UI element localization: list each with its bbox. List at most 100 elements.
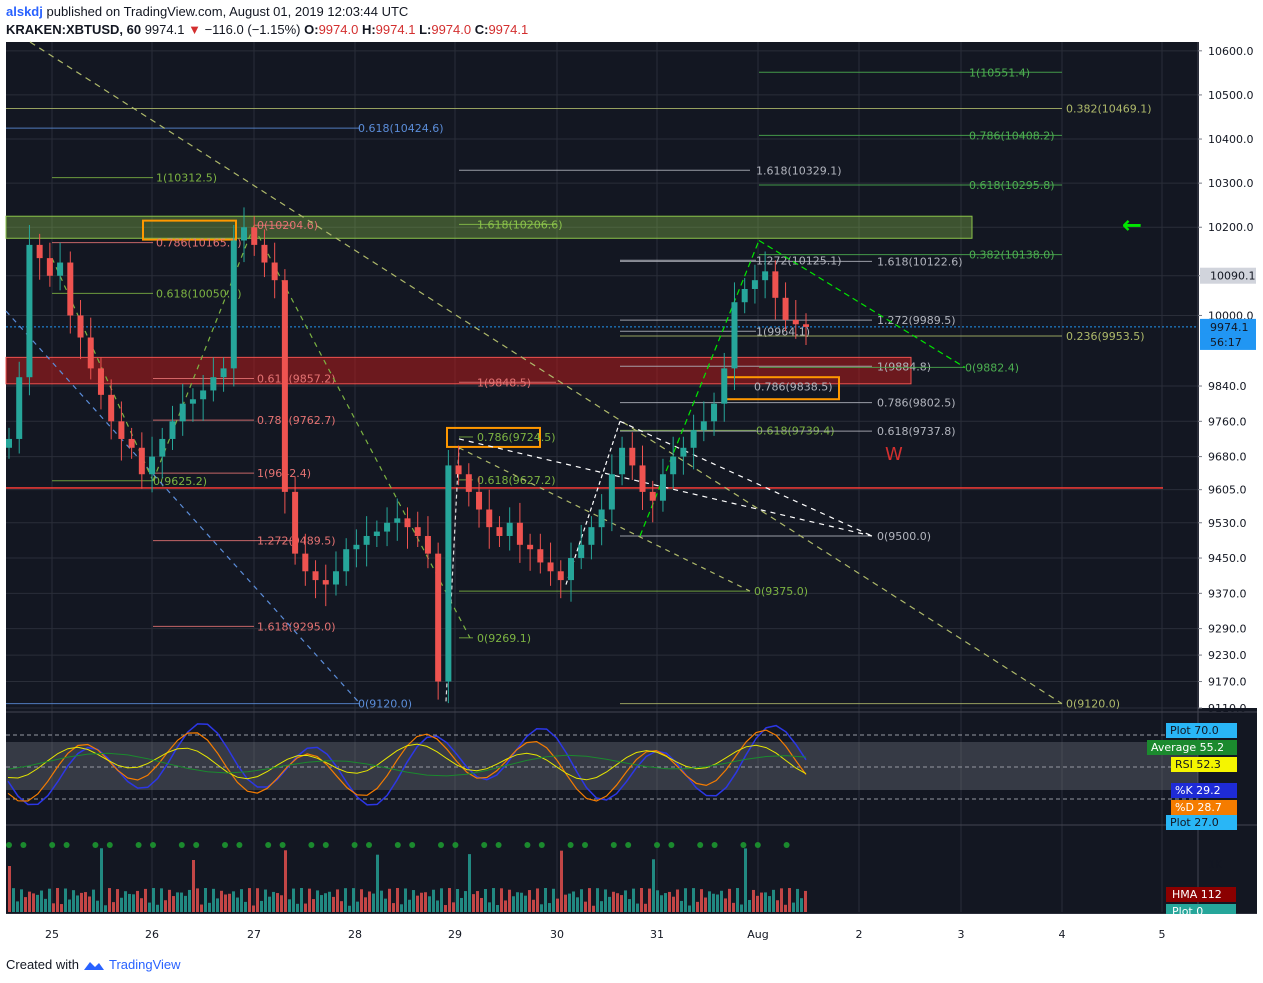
price-tick-label: 10300.0 xyxy=(1208,177,1254,190)
candle-body xyxy=(782,297,789,320)
signal-dot xyxy=(20,842,27,848)
candle-body xyxy=(547,562,554,572)
candle-body xyxy=(455,465,462,475)
signal-dot xyxy=(322,842,329,848)
osc-value-tag xyxy=(1171,800,1237,815)
candle-body xyxy=(619,447,626,475)
volume-bar xyxy=(176,892,179,912)
volume-bar xyxy=(768,896,771,912)
candle-body xyxy=(762,271,769,281)
volume-bar xyxy=(548,903,551,912)
candle-body xyxy=(731,302,738,369)
candle-body xyxy=(77,315,84,338)
volume-bar xyxy=(164,900,167,912)
volume-bar xyxy=(316,890,319,912)
volume-value-label: HMA 112 xyxy=(1172,888,1222,901)
volume-bar xyxy=(232,891,235,912)
time-tick-label: 5 xyxy=(1159,928,1166,941)
time-tick-label: Aug xyxy=(747,928,768,941)
fib-label: 0.786(9802.5) xyxy=(877,397,956,410)
volume-bar xyxy=(748,899,751,912)
candle-body xyxy=(527,544,534,550)
volume-bar xyxy=(204,888,207,912)
volume-bar xyxy=(28,891,31,912)
candle-body xyxy=(322,580,329,585)
signal-dot xyxy=(351,842,358,848)
volume-bar xyxy=(120,897,123,912)
time-axis-bg xyxy=(6,914,1198,946)
volume-bar xyxy=(248,888,251,912)
author-link[interactable]: alskdj xyxy=(6,4,43,19)
candle-body xyxy=(179,403,186,422)
footer: Created with TradingView xyxy=(6,957,181,972)
signal-dot xyxy=(567,842,574,848)
signal-dot xyxy=(49,842,56,848)
volume-bar xyxy=(572,891,575,912)
volume-bar xyxy=(492,888,495,912)
signal-dot xyxy=(236,842,243,848)
volume-bar xyxy=(96,900,99,912)
price-tick-label: 9680.0 xyxy=(1208,451,1247,464)
volume-bar xyxy=(352,888,355,912)
osc-value-tag xyxy=(1166,815,1237,830)
volume-bar xyxy=(440,888,443,912)
osc-band xyxy=(6,742,1198,790)
price-tick-label: 9110.0 xyxy=(1208,702,1247,715)
candle-body xyxy=(251,227,258,245)
volume-bar xyxy=(272,891,275,912)
price-marker xyxy=(1200,333,1256,350)
volume-bar xyxy=(292,888,295,912)
oscillator-pane[interactable]: Plot 70.0 Average 55.2 RSI 52.3 %K 29.2 %D 2… xyxy=(6,723,1237,830)
volume-bar xyxy=(212,888,215,912)
fib-label: 0(9120.0) xyxy=(358,698,412,711)
volume-bar xyxy=(368,891,371,912)
price-tick-label: 9530.0 xyxy=(1208,517,1247,530)
volume-bar xyxy=(172,896,175,912)
volume-bar xyxy=(132,894,135,912)
volume-bar xyxy=(564,894,567,912)
fib-label: 0(9882.4) xyxy=(965,361,1019,374)
fib-label: 0.786(9724.5) xyxy=(477,431,556,444)
volume-bar xyxy=(576,897,579,912)
volume-bar xyxy=(384,898,387,912)
supply-zone xyxy=(5,356,912,385)
low-value: 9974.0 xyxy=(431,22,472,37)
price-axis[interactable]: 10600.0 10500.0 10400.0 10300.0 10200.0 10090… xyxy=(1198,42,1257,715)
publish-info: published on TradingView.com, August 01,… xyxy=(46,4,409,19)
volume-bar xyxy=(764,892,767,912)
candle-body xyxy=(537,549,544,563)
signal-dot xyxy=(610,842,617,848)
candle-body xyxy=(690,430,697,448)
tradingview-link[interactable]: TradingView xyxy=(108,957,181,972)
osc-value-label: RSI 52.3 xyxy=(1175,758,1221,771)
volume-bar xyxy=(728,888,731,912)
volume-bar xyxy=(236,897,239,912)
volume-bar xyxy=(800,898,803,912)
fib-label: 1.272(10125.1) xyxy=(756,254,842,267)
volume-bar xyxy=(128,893,131,912)
candle-body xyxy=(394,518,401,523)
volume-bar xyxy=(648,888,651,912)
volume-bar xyxy=(468,854,471,912)
signal-dot xyxy=(438,842,444,848)
volume-bar xyxy=(444,905,447,912)
price-tick-label: 9760.0 xyxy=(1208,415,1247,428)
volume-bar xyxy=(252,905,255,912)
volume-bar xyxy=(92,889,95,912)
volume-bar xyxy=(380,890,383,912)
volume-bar xyxy=(540,904,543,912)
volume-bar xyxy=(512,896,515,912)
candle-body xyxy=(57,262,64,276)
volume-axis-label: 1K xyxy=(1208,858,1223,871)
fib-label: 1(9848.5) xyxy=(477,376,531,389)
volume-bar xyxy=(48,888,51,912)
signal-dot xyxy=(92,842,99,848)
volume-bar xyxy=(228,893,231,912)
candle-body xyxy=(588,527,595,545)
signal-dot xyxy=(178,842,185,848)
time-axis[interactable]: 25 26 27 28 29 30 31 Aug 2 3 4 5 xyxy=(6,914,1257,946)
volume-bar xyxy=(288,899,291,912)
candle-body xyxy=(149,456,156,475)
time-tick-label: 31 xyxy=(650,928,664,941)
